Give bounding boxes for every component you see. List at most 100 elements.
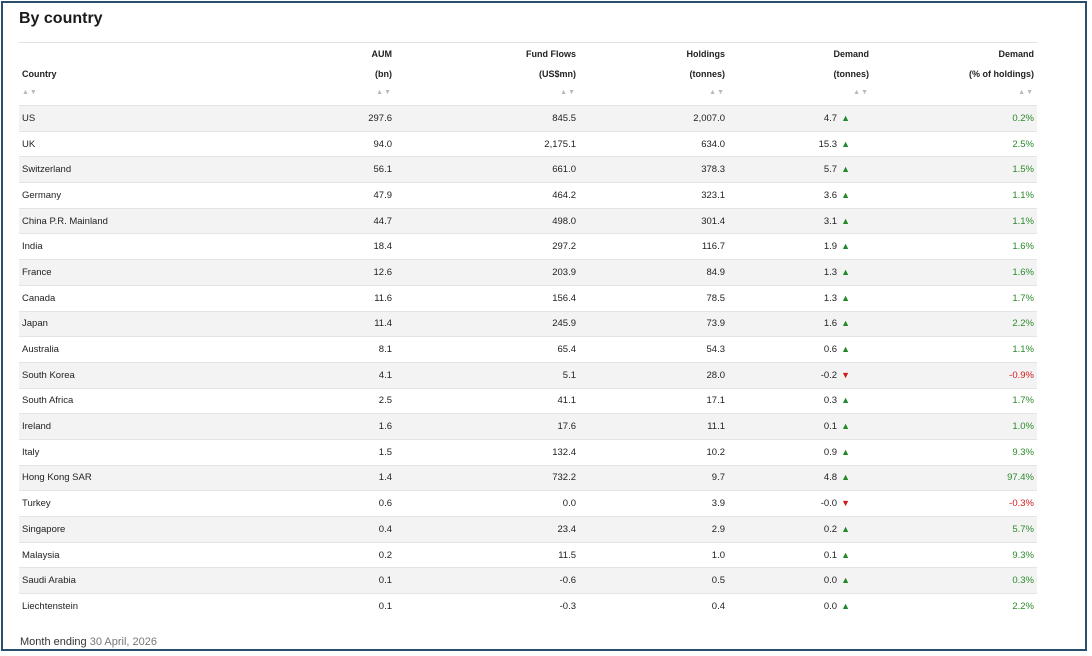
table-body: US 297.6 845.5 2,007.0 4.7 ▲ 0.2% UK 94.0 2,175.1… xyxy=(19,105,1037,620)
cell-holdings-value: 73.9 xyxy=(706,318,726,330)
cell-country-value: Italy xyxy=(22,446,40,458)
cell-aum: 0.4 xyxy=(201,516,395,543)
cell-demand-pct-value: 1.0% xyxy=(1012,421,1034,433)
header-holdings: Holdings (tonnes) xyxy=(579,42,728,83)
cell-fund-flows: 203.9 xyxy=(395,259,579,286)
cell-aum: 1.5 xyxy=(201,438,395,466)
cell-aum: 47.9 xyxy=(201,182,395,209)
cell-demand-value: -0.0 xyxy=(820,498,838,510)
cell-holdings: 1.0 xyxy=(579,541,728,568)
cell-demand-pct: 2.2% xyxy=(872,310,1037,337)
sort-aum-icon[interactable]: ▲▼ xyxy=(376,89,392,96)
header-demand-label: Demand xyxy=(833,49,869,59)
cell-demand: 0.6 ▲ xyxy=(728,336,872,363)
cell-aum: 11.6 xyxy=(201,284,395,311)
arrow-down-icon: ▼ xyxy=(841,498,850,509)
cell-holdings: 378.3 xyxy=(579,156,728,183)
table-row: South Africa 2.5 41.1 17.1 0.3 ▲ 1.7% xyxy=(19,387,1037,414)
cell-holdings-value: 301.4 xyxy=(701,215,725,227)
cell-fund-flows-value: 11.5 xyxy=(558,549,576,561)
cell-demand-pct: 1.0% xyxy=(872,413,1037,440)
cell-holdings-value: 1.0 xyxy=(711,549,725,561)
cell-holdings: 3.9 xyxy=(579,490,728,517)
cell-country: Italy xyxy=(19,438,201,466)
cell-aum: 56.1 xyxy=(201,156,395,183)
cell-fund-flows-value: 0.0 xyxy=(562,498,576,510)
cell-aum: 2.5 xyxy=(201,387,395,414)
cell-fund-flows-value: 5.1 xyxy=(562,369,576,381)
header-holdings-label: Holdings xyxy=(686,49,726,59)
cell-fund-flows: 5.1 xyxy=(395,361,579,389)
cell-demand-pct-value: 9.3% xyxy=(1012,446,1034,458)
cell-aum: 11.4 xyxy=(201,310,395,337)
cell-aum-value: 0.2 xyxy=(378,549,392,561)
arrow-up-icon: ▲ xyxy=(841,215,850,226)
header-fund-flows: Fund Flows (US$mn) xyxy=(395,42,579,83)
cell-aum: 0.1 xyxy=(201,593,395,620)
cell-fund-flows: 23.4 xyxy=(395,516,579,543)
sort-demand-pct-icon[interactable]: ▲▼ xyxy=(1018,89,1034,96)
cell-demand-pct: 1.1% xyxy=(872,182,1037,209)
cell-aum-value: 18.4 xyxy=(373,241,393,253)
cell-demand-value: 5.7 xyxy=(823,164,838,176)
cell-demand-pct: -0.3% xyxy=(872,490,1037,517)
country-table: Country AUM (bn) Fund Flows (US$mn) Hold… xyxy=(19,42,1037,620)
cell-aum: 18.4 xyxy=(201,233,395,260)
cell-demand: 0.9 ▲ xyxy=(728,438,872,466)
cell-aum: 94.0 xyxy=(201,130,395,157)
header-country-label: Country xyxy=(22,69,57,79)
header-aum-unit: (bn) xyxy=(375,69,392,79)
cell-country-value: US xyxy=(22,112,36,124)
cell-country-value: Singapore xyxy=(22,523,66,535)
cell-demand-pct: 2.5% xyxy=(872,130,1037,157)
header-demand-pct-label: Demand xyxy=(998,49,1034,59)
cell-holdings-value: 0.4 xyxy=(711,601,725,613)
arrow-up-icon: ▲ xyxy=(841,138,850,149)
cell-holdings: 9.7 xyxy=(579,464,728,491)
cell-aum: 4.1 xyxy=(201,361,395,389)
cell-demand-pct-value: -0.9% xyxy=(1009,369,1034,381)
cell-fund-flows-value: -0.6 xyxy=(559,575,576,587)
sort-fund-flows-icon[interactable]: ▲▼ xyxy=(560,89,576,96)
cell-country-value: Ireland xyxy=(22,421,52,433)
cell-demand: 1.3 ▲ xyxy=(728,259,872,286)
cell-country-value: Saudi Arabia xyxy=(22,575,76,587)
cell-demand-pct: 1.7% xyxy=(872,284,1037,311)
cell-demand: -0.0 ▼ xyxy=(728,490,872,517)
cell-demand-value: 0.3 xyxy=(823,395,838,407)
cell-holdings: 17.1 xyxy=(579,387,728,414)
header-demand-pct-unit: (% of holdings) xyxy=(969,69,1034,79)
cell-aum-value: 11.4 xyxy=(374,318,392,330)
arrow-up-icon: ▲ xyxy=(841,112,850,123)
table-row: Malaysia 0.2 11.5 1.0 0.1 ▲ 9.3% xyxy=(19,541,1037,568)
cell-holdings-value: 78.5 xyxy=(706,292,726,304)
cell-holdings-value: 9.7 xyxy=(711,472,725,484)
cell-holdings-value: 323.1 xyxy=(701,189,725,201)
cell-demand-pct: 2.2% xyxy=(872,593,1037,620)
cell-country-value: Switzerland xyxy=(22,164,72,176)
cell-aum: 1.4 xyxy=(201,464,395,491)
sort-holdings-icon[interactable]: ▲▼ xyxy=(709,89,725,96)
cell-demand-value: 3.6 xyxy=(823,189,838,201)
cell-holdings-value: 116.7 xyxy=(701,241,725,253)
cell-demand-value: 1.9 xyxy=(823,241,838,253)
cell-aum-value: 297.6 xyxy=(368,112,392,124)
cell-fund-flows-value: 2,175.1 xyxy=(544,138,576,150)
cell-aum: 1.6 xyxy=(201,413,395,440)
sort-country-icon[interactable]: ▲▼ xyxy=(22,89,38,96)
table-row: Saudi Arabia 0.1 -0.6 0.5 0.0 ▲ 0.3% xyxy=(19,567,1037,594)
cell-aum: 44.7 xyxy=(201,207,395,234)
arrow-up-icon: ▲ xyxy=(841,575,850,586)
cell-demand: 0.2 ▲ xyxy=(728,516,872,543)
cell-demand: 5.7 ▲ xyxy=(728,156,872,183)
cell-fund-flows-value: 65.4 xyxy=(557,344,577,356)
cell-country: Turkey xyxy=(19,490,201,517)
cell-fund-flows-value: 732.2 xyxy=(552,472,576,484)
sort-demand-icon[interactable]: ▲▼ xyxy=(853,89,869,96)
table-row: Liechtenstein 0.1 -0.3 0.4 0.0 ▲ 2.2% xyxy=(19,593,1037,620)
cell-holdings: 323.1 xyxy=(579,182,728,209)
cell-demand: 15.3 ▲ xyxy=(728,130,872,157)
cell-holdings: 84.9 xyxy=(579,259,728,286)
arrow-up-icon: ▲ xyxy=(841,189,850,200)
cell-fund-flows-value: 297.2 xyxy=(552,241,576,253)
